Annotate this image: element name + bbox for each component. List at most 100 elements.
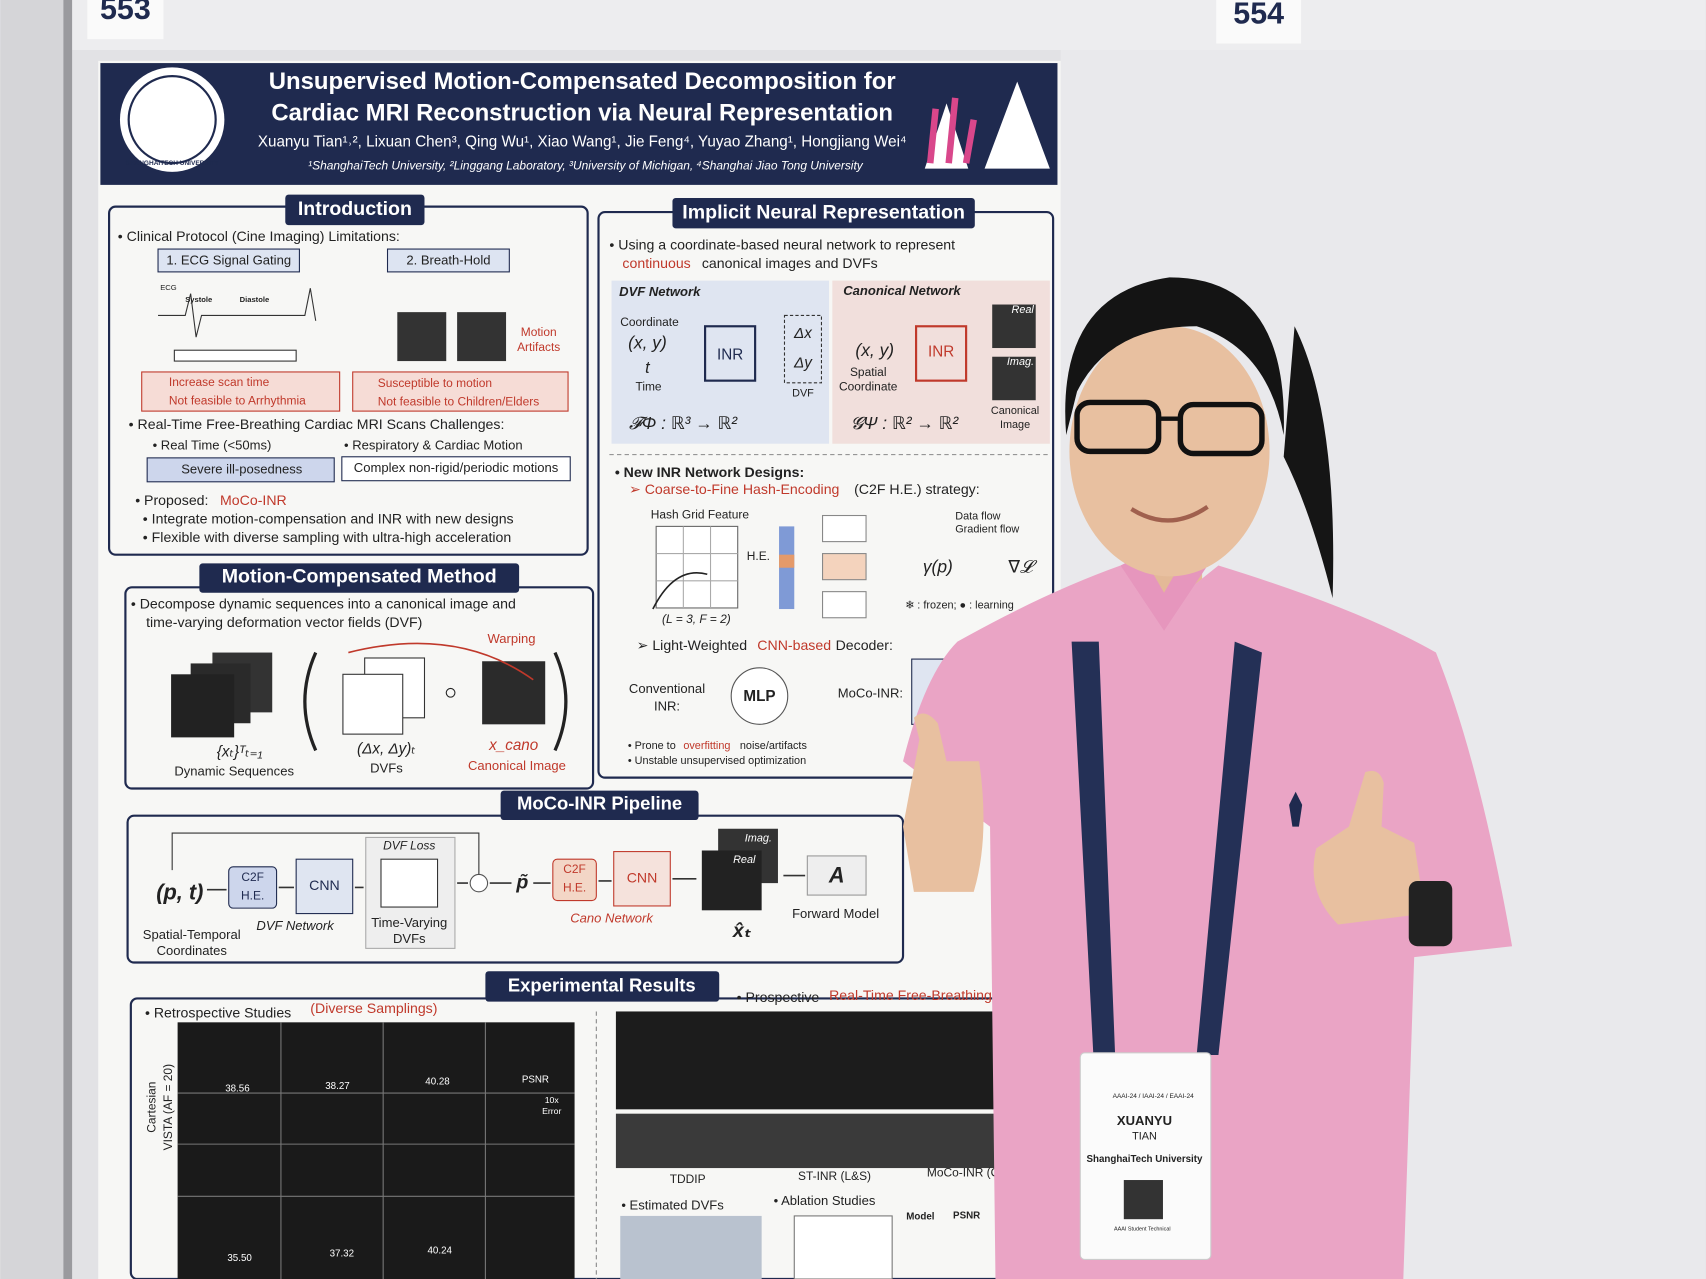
text: AAAI Student Technical (1114, 1226, 1171, 1232)
pipeline-graphics (171, 828, 867, 949)
text: DVFs (393, 931, 426, 946)
grid-separators (177, 1022, 575, 1279)
text: 38.27 (325, 1081, 349, 1092)
hair (1065, 277, 1284, 436)
text: {xₜ}ᵀₜ₌₁ (217, 744, 263, 761)
booth-card (1216, 0, 1302, 44)
text: continuous (622, 255, 690, 271)
text: 1. ECG Signal Gating (166, 252, 291, 267)
drawback-box (141, 371, 341, 412)
text: MoCo-INR Pipeline (517, 793, 682, 814)
retro-grid (177, 1022, 575, 1279)
text: INR: (654, 698, 680, 713)
result-images (177, 1011, 999, 1279)
inr-block (914, 325, 968, 382)
coord-curve (652, 572, 708, 610)
canonical-image (482, 661, 546, 725)
text: Gradient flow (955, 524, 1019, 536)
text: INR (717, 347, 743, 364)
text: • Ablation Studies (774, 1193, 876, 1208)
text: MLP (743, 688, 775, 705)
text: C2F (241, 870, 264, 884)
text: overfitting (683, 740, 730, 752)
text: Warping (487, 631, 535, 646)
text: Cardiac MRI Reconstruction via Neural Re… (271, 100, 893, 127)
text: SHANGHAITECH UNIVERSITY (125, 160, 219, 167)
text: Error (542, 1106, 561, 1116)
level-box (822, 553, 867, 581)
text: H.E. (563, 881, 586, 895)
warp-arrow (348, 642, 534, 681)
text: PSNR (522, 1075, 549, 1086)
text: ST-INR (L&S) (798, 1169, 871, 1183)
imag-img (992, 356, 1036, 401)
university-logo (119, 67, 225, 172)
drawback-box (352, 371, 569, 412)
mri-thumb (397, 312, 447, 362)
text: t (645, 359, 651, 377)
text: Imag. (1007, 356, 1034, 368)
name-badge (1079, 1052, 1212, 1260)
glasses-lens (1177, 401, 1265, 457)
text: Motion-Compensated Method (222, 566, 497, 588)
text: • Unstable unsupervised optimization (628, 755, 806, 767)
text: CNN (627, 870, 658, 886)
brackets (303, 651, 568, 752)
text: Diastole (240, 295, 270, 304)
logo-pillars (926, 97, 977, 164)
c2f-block (228, 866, 278, 909)
method-graphics (171, 642, 568, 752)
text: DVF Loss (383, 838, 435, 852)
text: ¹ShanghaiTech University, ²Linggang Labo… (308, 159, 864, 173)
text: C2F (563, 862, 586, 876)
text: 𝓕Φ : ℝ³ → ℝ² (629, 413, 738, 433)
text: Canonical Image (468, 758, 566, 773)
hash-grid (655, 525, 739, 609)
text: Artifacts (517, 340, 560, 354)
ablation-chart (793, 1215, 893, 1279)
text: 40.24 (427, 1245, 452, 1256)
text: MoCo-INR (220, 492, 287, 508)
heading-pill (199, 563, 520, 593)
text: (p, t) (156, 880, 203, 905)
text: MoCo-INR: (838, 685, 903, 700)
text: • Estimated DVFs (621, 1198, 724, 1213)
text: 40.28 (425, 1077, 449, 1088)
dvf-stack (342, 673, 404, 735)
text: XUANYU (1117, 1113, 1172, 1128)
heading-pills (199, 194, 975, 1002)
text: (x, y) (855, 340, 894, 360)
text: Increase scan time (169, 375, 270, 389)
text: • Using a coordinate-based neural networ… (609, 237, 955, 253)
text: Time (635, 379, 661, 393)
text: Systole (185, 295, 212, 304)
text: 554 (1233, 0, 1284, 30)
shirt (903, 565, 1513, 1279)
text: Implicit Neural Representation (682, 201, 965, 223)
mri-stack (171, 674, 235, 738)
text: H.E. (241, 888, 264, 902)
text: canonical images and DVFs (702, 255, 878, 271)
text: • Prone to (628, 740, 676, 752)
poster-text: 553 554 Unsupervised Motion-Compensated De… (100, 0, 1284, 1264)
text: Experimental Results (508, 974, 696, 995)
mlp-node (730, 667, 789, 725)
text: Not feasible to Children/Elders (378, 395, 539, 409)
text: Cano Network (570, 910, 654, 925)
dvf-panel (611, 280, 830, 444)
text: Decoder: (836, 637, 893, 653)
text: x_cano (488, 737, 538, 754)
heading-pill (285, 194, 425, 226)
text: ❄ : frozen; ● : learning (905, 600, 1014, 612)
text: ECG (160, 283, 177, 292)
text: (C2F H.E.) strategy: (854, 481, 980, 497)
cnn-block (295, 858, 354, 915)
inr-block (704, 325, 757, 382)
text: Imag. (745, 832, 772, 844)
text: Unsupervised Motion-Compensated Decompos… (269, 68, 896, 95)
text: CNN-based (757, 637, 831, 653)
text: time-varying deformation vector fields (… (146, 614, 422, 630)
text: DVF Network (256, 918, 335, 933)
booth-card (87, 0, 164, 40)
